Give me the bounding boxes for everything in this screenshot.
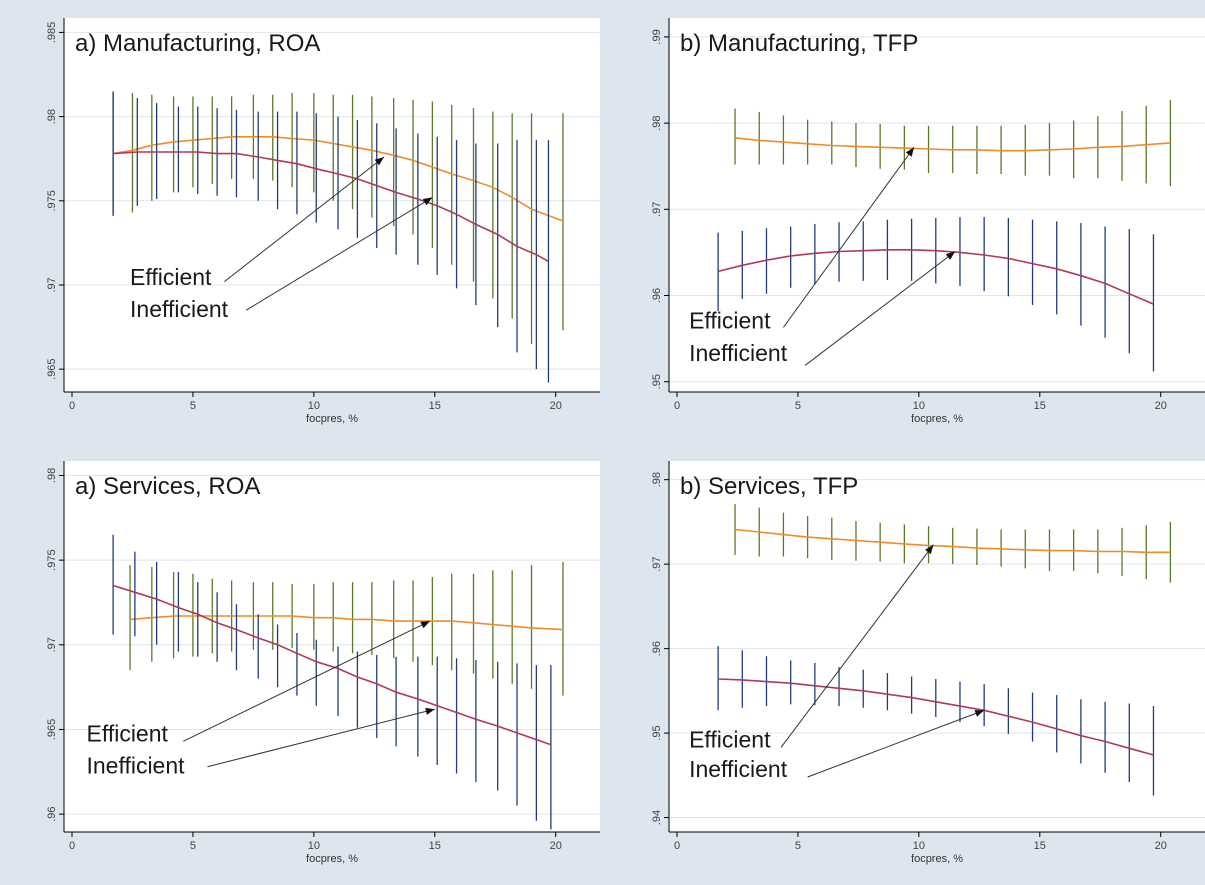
- annotation-arrow: [207, 708, 435, 768]
- series-inefficient: [112, 534, 552, 830]
- y-tick-label: .975: [46, 549, 58, 570]
- x-tick-label: 5: [795, 400, 801, 412]
- y-tick-label: .965: [46, 719, 58, 740]
- y-tick-label: .98: [46, 468, 58, 483]
- series-efficient: [129, 561, 564, 696]
- x-tick-label: 10: [913, 840, 925, 852]
- y-tick-label: .95: [651, 374, 663, 389]
- series-line-inefficient: [112, 584, 552, 746]
- y-tick-label: .97: [651, 202, 663, 217]
- y-tick-label: .97: [651, 556, 663, 571]
- plot-area: [64, 461, 600, 832]
- y-tick-label: .975: [46, 190, 58, 211]
- annotation-label: Efficient: [130, 264, 212, 290]
- x-tick-label: 10: [308, 840, 320, 852]
- arrow-head: [945, 251, 956, 260]
- series-line-efficient: [112, 136, 564, 222]
- y-tick-label: .98: [651, 115, 663, 130]
- annotation-arrow: [183, 620, 431, 742]
- annotation-arrow: [224, 156, 385, 283]
- arrow-head: [905, 147, 914, 157]
- annotation-label: Efficient: [689, 307, 771, 333]
- series-inefficient: [112, 91, 550, 383]
- series-line-inefficient: [717, 249, 1154, 305]
- x-tick-label: 0: [674, 400, 680, 412]
- series-efficient: [734, 99, 1172, 187]
- x-tick-label: 0: [674, 840, 680, 852]
- series-line-inefficient: [113, 151, 549, 263]
- x-tick-label: 20: [1155, 840, 1167, 852]
- y-tick-label: .985: [46, 22, 58, 43]
- series-inefficient: [717, 217, 1155, 372]
- arrow-head: [974, 710, 985, 717]
- arrow-head: [420, 621, 430, 629]
- chart-panel-4: .94 .95 .96 .97 .98 0 5 10 15 20 focpres, % b) Serv…: [651, 461, 1205, 865]
- y-tick-label: .99: [651, 29, 663, 44]
- y-tick-label: .96: [46, 806, 58, 821]
- series-line-efficient: [734, 528, 1171, 554]
- chart-title: b) Manufacturing, TFP: [680, 30, 918, 57]
- x-tick-label: 0: [69, 400, 75, 412]
- x-tick-label: 20: [1155, 400, 1167, 412]
- x-tick-label: 15: [429, 840, 441, 852]
- plot-area: [669, 18, 1205, 392]
- x-tick-label: 10: [308, 400, 320, 412]
- y-tick-label: .97: [46, 277, 58, 292]
- chart-title: a) Services, ROA: [75, 473, 260, 500]
- annotation-arrow: [804, 251, 956, 366]
- y-tick-label: .95: [651, 725, 663, 740]
- x-axis-label: focpres, %: [306, 413, 358, 425]
- series-inefficient: [717, 646, 1155, 796]
- plot-area: [669, 461, 1205, 832]
- series-efficient: [112, 93, 564, 344]
- x-tick-label: 20: [550, 840, 562, 852]
- annotation-label: Efficient: [689, 726, 771, 752]
- x-tick-label: 15: [429, 400, 441, 412]
- x-tick-label: 5: [190, 400, 196, 412]
- x-tick-label: 0: [69, 840, 75, 852]
- annotation-arrow: [807, 709, 985, 778]
- arrow-head: [422, 197, 433, 206]
- annotation-label: Inefficient: [689, 340, 788, 366]
- x-axis-label: focpres, %: [306, 853, 358, 865]
- plot-area: [64, 18, 600, 392]
- chart-title: b) Services, TFP: [680, 473, 858, 500]
- x-tick-label: 5: [795, 840, 801, 852]
- x-tick-label: 5: [190, 840, 196, 852]
- x-tick-label: 15: [1034, 840, 1046, 852]
- series-efficient: [734, 504, 1172, 583]
- arrow-head: [374, 157, 384, 166]
- x-axis-label: focpres, %: [911, 413, 963, 425]
- annotation-label: Inefficient: [87, 753, 186, 779]
- annotation-arrow: [783, 146, 915, 328]
- chart-panel-3: .96 .965 .97 .975 .98 0 5 10 15 20 focpres, % a) Se…: [46, 461, 600, 865]
- arrow-head: [425, 707, 435, 715]
- y-tick-label: .965: [46, 358, 58, 379]
- annotation-label: Inefficient: [689, 756, 788, 782]
- x-tick-label: 20: [550, 400, 562, 412]
- chart-panel-2: .95 .96 .97 .98 .99 0 5 10 15 20 focpres, % b) Manu…: [651, 18, 1205, 425]
- y-tick-label: .96: [651, 288, 663, 303]
- x-tick-label: 10: [913, 400, 925, 412]
- annotation-arrow: [780, 544, 934, 748]
- y-tick-label: .96: [651, 641, 663, 656]
- y-tick-label: .94: [651, 810, 663, 825]
- annotation-arrow: [245, 196, 433, 311]
- annotation-label: Efficient: [87, 720, 169, 746]
- series-line-inefficient: [718, 678, 1154, 756]
- series-line-efficient: [734, 137, 1171, 152]
- x-tick-label: 15: [1034, 400, 1046, 412]
- annotation-label: Inefficient: [130, 296, 229, 322]
- y-tick-label: .97: [46, 637, 58, 652]
- y-tick-label: .98: [651, 472, 663, 487]
- x-axis-label: focpres, %: [911, 853, 963, 865]
- y-tick-label: .98: [46, 109, 58, 124]
- chart-panel-1: .965 .97 .975 .98 .985 0 5 10 15 20 focpres, % a) M…: [46, 18, 600, 425]
- arrow-head: [925, 544, 934, 555]
- chart-title: a) Manufacturing, ROA: [75, 30, 320, 57]
